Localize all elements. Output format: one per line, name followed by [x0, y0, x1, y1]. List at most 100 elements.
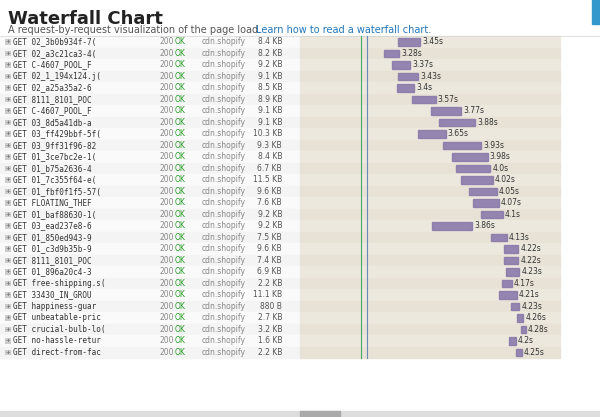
Text: 4.1s: 4.1s — [505, 210, 521, 219]
Text: 3.77s: 3.77s — [463, 106, 484, 115]
Text: GET 03_ead237e8-6: GET 03_ead237e8-6 — [13, 221, 92, 230]
Bar — [300, 70, 560, 82]
Text: GET 8111_8101_POC: GET 8111_8101_POC — [13, 256, 92, 265]
Bar — [0, 151, 300, 163]
Text: 3.4s: 3.4s — [416, 83, 432, 92]
Text: GET 01_7c355f64-e(: GET 01_7c355f64-e( — [13, 175, 96, 184]
Text: GET crucial-bulb-lo(: GET crucial-bulb-lo( — [13, 325, 106, 334]
Text: OK: OK — [175, 152, 186, 161]
Text: 4.05s: 4.05s — [499, 187, 520, 196]
Text: cdn.shopify: cdn.shopify — [202, 106, 246, 115]
Text: Learn how to read a waterfall chart.: Learn how to read a waterfall chart. — [256, 25, 431, 35]
Text: +: + — [5, 120, 10, 125]
Text: 7.4 KB: 7.4 KB — [257, 256, 282, 265]
Text: cdn.shopify: cdn.shopify — [202, 83, 246, 92]
Text: cdn.shopify: cdn.shopify — [202, 72, 246, 81]
Bar — [509, 337, 515, 344]
Bar — [412, 95, 436, 103]
Text: OK: OK — [175, 256, 186, 265]
Text: +: + — [5, 108, 10, 113]
Text: OK: OK — [175, 95, 186, 104]
Text: cdn.shopify: cdn.shopify — [202, 141, 246, 150]
Text: +: + — [5, 200, 10, 205]
Text: 200: 200 — [160, 198, 175, 207]
Text: GET C-4607_POOL_F: GET C-4607_POOL_F — [13, 106, 92, 115]
Text: 200: 200 — [160, 348, 175, 357]
Text: 8.4 KB: 8.4 KB — [257, 37, 282, 46]
Bar — [300, 231, 560, 243]
Bar — [384, 50, 399, 57]
Text: +: + — [5, 338, 10, 343]
Bar — [5, 120, 11, 125]
Bar — [300, 48, 560, 59]
Bar — [300, 105, 560, 116]
Bar — [5, 234, 11, 240]
Text: OK: OK — [175, 279, 186, 288]
Bar — [0, 289, 300, 301]
Text: 200: 200 — [160, 279, 175, 288]
Text: cdn.shopify: cdn.shopify — [202, 221, 246, 230]
Text: 2.2 KB: 2.2 KB — [257, 348, 282, 357]
Text: GET free-shipping.s(: GET free-shipping.s( — [13, 279, 106, 288]
Bar — [511, 302, 520, 310]
Bar — [0, 82, 300, 93]
Bar — [5, 338, 11, 344]
Text: cdn.shopify: cdn.shopify — [202, 37, 246, 46]
Text: cdn.shopify: cdn.shopify — [202, 60, 246, 69]
Bar — [456, 164, 490, 172]
Bar — [300, 324, 560, 335]
Text: 9.1 KB: 9.1 KB — [257, 72, 282, 81]
Text: 3.28s: 3.28s — [401, 49, 422, 58]
Text: GET 01_baf88630-1(: GET 01_baf88630-1( — [13, 210, 96, 219]
Text: 4.23s: 4.23s — [521, 302, 542, 311]
Text: GET happiness-guar: GET happiness-guar — [13, 302, 96, 311]
Text: cdn.shopify: cdn.shopify — [202, 313, 246, 322]
Text: 200: 200 — [160, 336, 175, 345]
Text: 200: 200 — [160, 256, 175, 265]
Text: 200: 200 — [160, 290, 175, 299]
Text: OK: OK — [175, 302, 186, 311]
Text: 200: 200 — [160, 141, 175, 150]
Text: cdn.shopify: cdn.shopify — [202, 198, 246, 207]
Bar — [300, 289, 560, 301]
Text: +: + — [5, 212, 10, 217]
Bar — [300, 208, 560, 220]
Text: cdn.shopify: cdn.shopify — [202, 129, 246, 138]
Text: 8.2 KB: 8.2 KB — [257, 49, 282, 58]
Bar — [300, 116, 560, 128]
Bar — [0, 243, 300, 254]
Text: cdn.shopify: cdn.shopify — [202, 118, 246, 127]
Text: OK: OK — [175, 290, 186, 299]
Text: cdn.shopify: cdn.shopify — [202, 279, 246, 288]
Text: OK: OK — [175, 210, 186, 219]
Text: cdn.shopify: cdn.shopify — [202, 187, 246, 196]
Bar — [418, 130, 446, 138]
Bar — [5, 269, 11, 274]
Text: 9.1 KB: 9.1 KB — [257, 106, 282, 115]
Bar — [300, 243, 560, 254]
Text: OK: OK — [175, 60, 186, 69]
Text: cdn.shopify: cdn.shopify — [202, 152, 246, 161]
Text: +: + — [5, 223, 10, 228]
Text: +: + — [5, 246, 10, 251]
Bar — [499, 291, 517, 299]
Bar — [5, 85, 11, 90]
Text: +: + — [5, 177, 10, 182]
Text: 6.7 KB: 6.7 KB — [257, 164, 282, 173]
Text: GET FLOATING_THEF: GET FLOATING_THEF — [13, 198, 92, 207]
Bar — [5, 62, 11, 68]
Bar — [0, 105, 300, 116]
Text: GET direct-from-fac: GET direct-from-fac — [13, 348, 101, 357]
Text: 3.65s: 3.65s — [448, 129, 469, 138]
Text: GET 01_896a20c4-3: GET 01_896a20c4-3 — [13, 267, 92, 276]
Text: GET 8111_8101_POC: GET 8111_8101_POC — [13, 95, 92, 104]
Text: 200: 200 — [160, 175, 175, 184]
Text: cdn.shopify: cdn.shopify — [202, 175, 246, 184]
Text: cdn.shopify: cdn.shopify — [202, 267, 246, 276]
Bar — [5, 211, 11, 217]
Bar — [5, 292, 11, 297]
Text: +: + — [5, 154, 10, 159]
Text: 200: 200 — [160, 244, 175, 253]
Text: 200: 200 — [160, 313, 175, 322]
Text: OK: OK — [175, 233, 186, 242]
